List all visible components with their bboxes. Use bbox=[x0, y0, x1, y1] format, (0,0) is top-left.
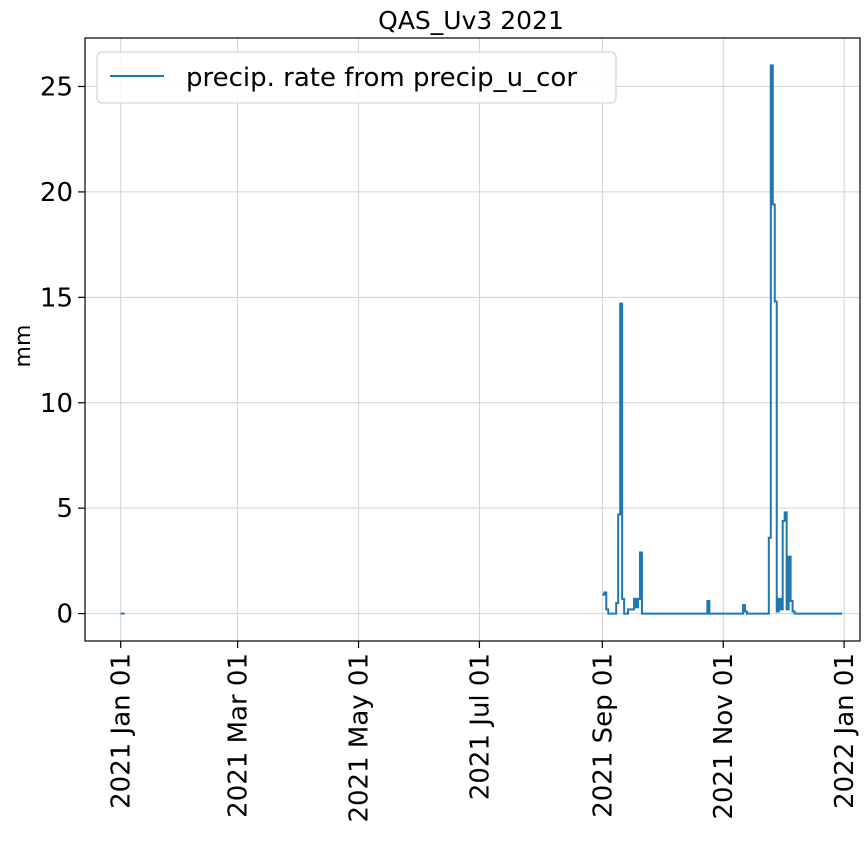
series-line-segment bbox=[602, 64, 843, 615]
x-tick-label: 2021 Jan 01 bbox=[107, 653, 137, 809]
y-axis-ticks: 0 5 10 15 20 25 bbox=[40, 72, 85, 630]
chart-title: QAS_Uv3 2021 bbox=[378, 6, 564, 35]
series-layer bbox=[120, 64, 843, 615]
y-tick-label: 10 bbox=[40, 389, 73, 419]
legend: precip. rate from precip_u_cor bbox=[96, 51, 617, 104]
y-tick-label: 0 bbox=[56, 600, 73, 630]
x-tick-label: 2021 Mar 01 bbox=[224, 653, 254, 818]
x-tick-label: 2021 Nov 01 bbox=[709, 653, 739, 820]
x-tick-label: 2021 May 01 bbox=[345, 653, 375, 823]
grid-lines bbox=[85, 38, 860, 641]
x-axis-ticks: 2021 Jan 01 2021 Mar 01 2021 May 01 2021 Ju… bbox=[107, 641, 860, 823]
legend-entry: precip. rate from precip_u_cor bbox=[186, 63, 577, 93]
x-tick-label: 2021 Sep 01 bbox=[588, 653, 618, 818]
y-tick-label: 15 bbox=[40, 283, 73, 313]
legend-box bbox=[96, 51, 617, 104]
y-tick-label: 25 bbox=[40, 72, 73, 102]
plot-frame bbox=[84, 37, 861, 642]
y-tick-label: 5 bbox=[56, 494, 73, 524]
x-tick-label: 2022 Jan 01 bbox=[830, 653, 860, 809]
x-tick-label: 2021 Jul 01 bbox=[465, 653, 495, 800]
y-tick-label: 20 bbox=[40, 178, 73, 208]
y-axis-label: mm bbox=[11, 325, 36, 368]
